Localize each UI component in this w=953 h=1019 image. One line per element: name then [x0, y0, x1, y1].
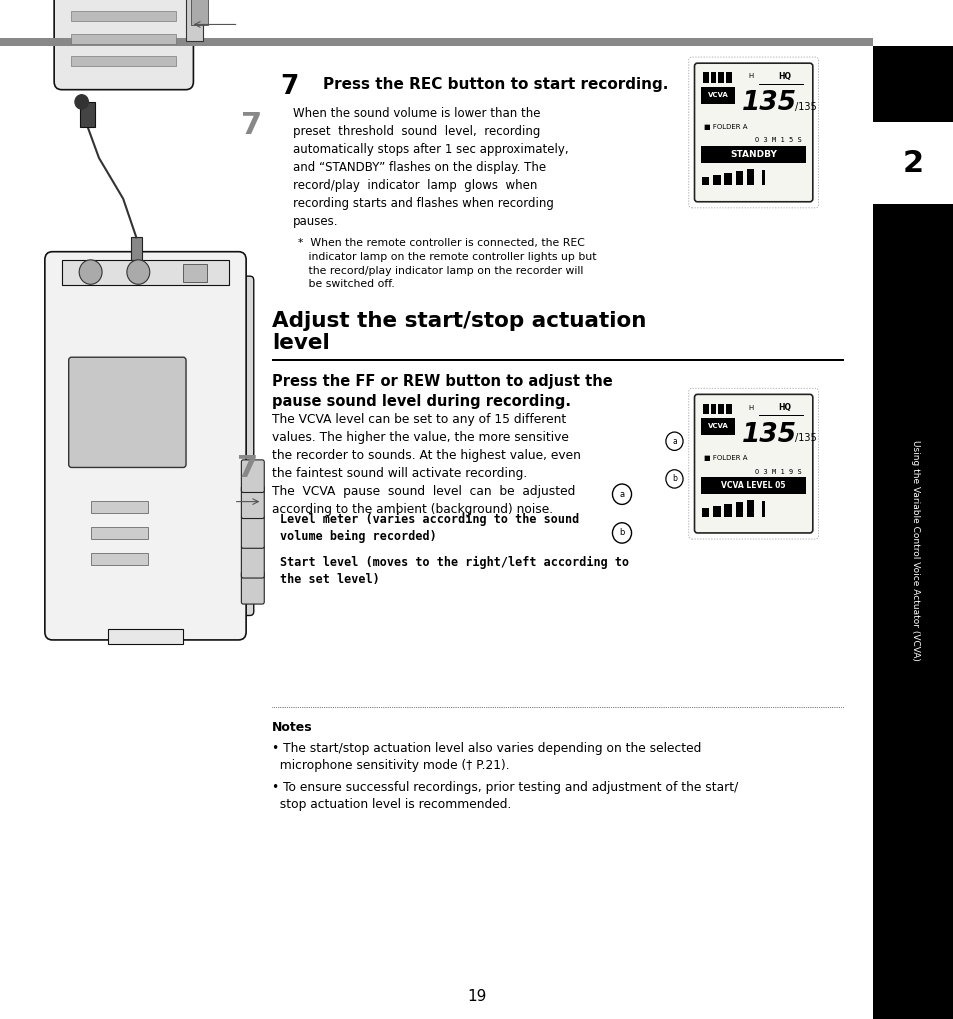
Bar	[759, 415, 803, 416]
Text: H: H	[748, 405, 753, 411]
Text: 7: 7	[241, 111, 262, 140]
Bar	[71, 11, 176, 21]
Bar	[723, 504, 731, 517]
Bar	[713, 506, 720, 517]
Circle shape	[75, 95, 89, 109]
Bar	[71, 56, 176, 66]
Bar	[725, 72, 731, 83]
Text: a: a	[618, 490, 624, 498]
Text: 135: 135	[741, 422, 796, 447]
Bar	[713, 175, 720, 185]
Bar	[700, 418, 734, 435]
Bar	[872, 122, 953, 204]
FancyBboxPatch shape	[241, 572, 264, 604]
Bar	[735, 171, 742, 185]
Bar	[735, 502, 742, 517]
FancyBboxPatch shape	[225, 276, 253, 615]
Text: 2: 2	[902, 149, 923, 177]
Bar	[760, 169, 763, 185]
FancyBboxPatch shape	[694, 394, 812, 533]
FancyBboxPatch shape	[241, 460, 264, 492]
Bar	[191, 0, 208, 25]
Bar	[186, 0, 203, 41]
Text: ■ FOLDER A: ■ FOLDER A	[703, 124, 747, 130]
Bar	[71, 34, 176, 44]
Text: b: b	[671, 475, 677, 483]
Bar	[91, 552, 148, 565]
Bar	[62, 260, 229, 285]
Bar	[701, 507, 709, 517]
Bar	[108, 629, 182, 644]
Bar	[91, 527, 148, 539]
Text: O 3 M 1 9 S: O 3 M 1 9 S	[754, 469, 801, 475]
Text: *  When the remote controller is connected, the REC
   indicator lamp on the rem: * When the remote controller is connecte…	[297, 238, 596, 289]
Text: /135: /135	[795, 102, 816, 112]
Bar	[718, 72, 723, 83]
Bar	[872, 46, 953, 1019]
Circle shape	[127, 260, 150, 284]
Text: The VCVA level can be set to any of 15 different
values. The higher the value, t: The VCVA level can be set to any of 15 d…	[272, 413, 580, 480]
Bar	[91, 500, 148, 513]
Text: VCVA: VCVA	[707, 424, 728, 429]
Text: 19: 19	[467, 989, 486, 1004]
Bar	[759, 84, 803, 85]
Text: Press the REC button to start recording.: Press the REC button to start recording.	[323, 77, 668, 93]
Bar	[710, 404, 716, 414]
FancyBboxPatch shape	[54, 0, 193, 90]
Text: The  VCVA  pause  sound  level  can  be  adjusted
according to the ambient (back: The VCVA pause sound level can be adjust…	[272, 485, 575, 516]
Text: HQ: HQ	[778, 72, 791, 81]
Bar	[700, 146, 805, 163]
Bar	[701, 176, 709, 185]
Text: H: H	[748, 73, 753, 79]
Bar	[182, 264, 206, 282]
Text: b: b	[618, 529, 624, 537]
Text: 135: 135	[741, 91, 796, 116]
Text: VCVA LEVEL 05: VCVA LEVEL 05	[720, 481, 785, 490]
FancyBboxPatch shape	[694, 63, 812, 202]
Bar	[702, 72, 708, 83]
Text: ■ FOLDER A: ■ FOLDER A	[703, 455, 747, 462]
Text: STANDBY: STANDBY	[729, 150, 777, 159]
Text: Level meter (varies according to the sound
volume being recorded): Level meter (varies according to the sou…	[279, 513, 578, 543]
Bar	[0, 39, 872, 46]
Bar	[700, 87, 734, 104]
Bar	[723, 173, 731, 185]
Bar	[725, 404, 731, 414]
FancyBboxPatch shape	[241, 486, 264, 519]
FancyBboxPatch shape	[241, 516, 264, 548]
Bar	[700, 477, 805, 494]
FancyBboxPatch shape	[69, 358, 186, 468]
Text: Start level (moves to the right/left according to
the set level): Start level (moves to the right/left acc…	[279, 556, 628, 587]
Bar	[710, 72, 716, 83]
Text: Notes: Notes	[272, 721, 313, 735]
Text: 7: 7	[236, 454, 257, 483]
Bar	[746, 500, 753, 517]
Text: a: a	[672, 437, 676, 445]
Text: HQ: HQ	[778, 404, 791, 412]
Text: When the sound volume is lower than the
preset  threshold  sound  level,  record: When the sound volume is lower than the …	[293, 107, 568, 228]
Text: Adjust the start/stop actuation
level: Adjust the start/stop actuation level	[272, 311, 645, 354]
Text: • To ensure successful recordings, prior testing and adjustment of the start/
  : • To ensure successful recordings, prior…	[272, 781, 738, 811]
Text: VCVA: VCVA	[707, 93, 728, 98]
Text: • The start/stop actuation level also varies depending on the selected
  microph: • The start/stop actuation level also va…	[272, 742, 700, 772]
Text: Press the FF or REW button to adjust the
pause sound level during recording.: Press the FF or REW button to adjust the…	[272, 374, 612, 409]
Text: Using the Variable Control Voice Actuator (VCVA): Using the Variable Control Voice Actuato…	[910, 440, 920, 660]
Bar	[131, 237, 142, 260]
Text: O 3 M 1 5 S: O 3 M 1 5 S	[754, 138, 801, 144]
Bar	[718, 404, 723, 414]
Text: /135: /135	[795, 433, 816, 443]
Bar	[702, 404, 708, 414]
Bar	[746, 169, 753, 185]
FancyBboxPatch shape	[241, 545, 264, 578]
Circle shape	[79, 260, 102, 284]
FancyBboxPatch shape	[45, 252, 246, 640]
Bar	[760, 500, 763, 517]
Text: 7: 7	[280, 74, 298, 101]
Bar	[80, 102, 94, 127]
Bar	[272, 359, 843, 361]
